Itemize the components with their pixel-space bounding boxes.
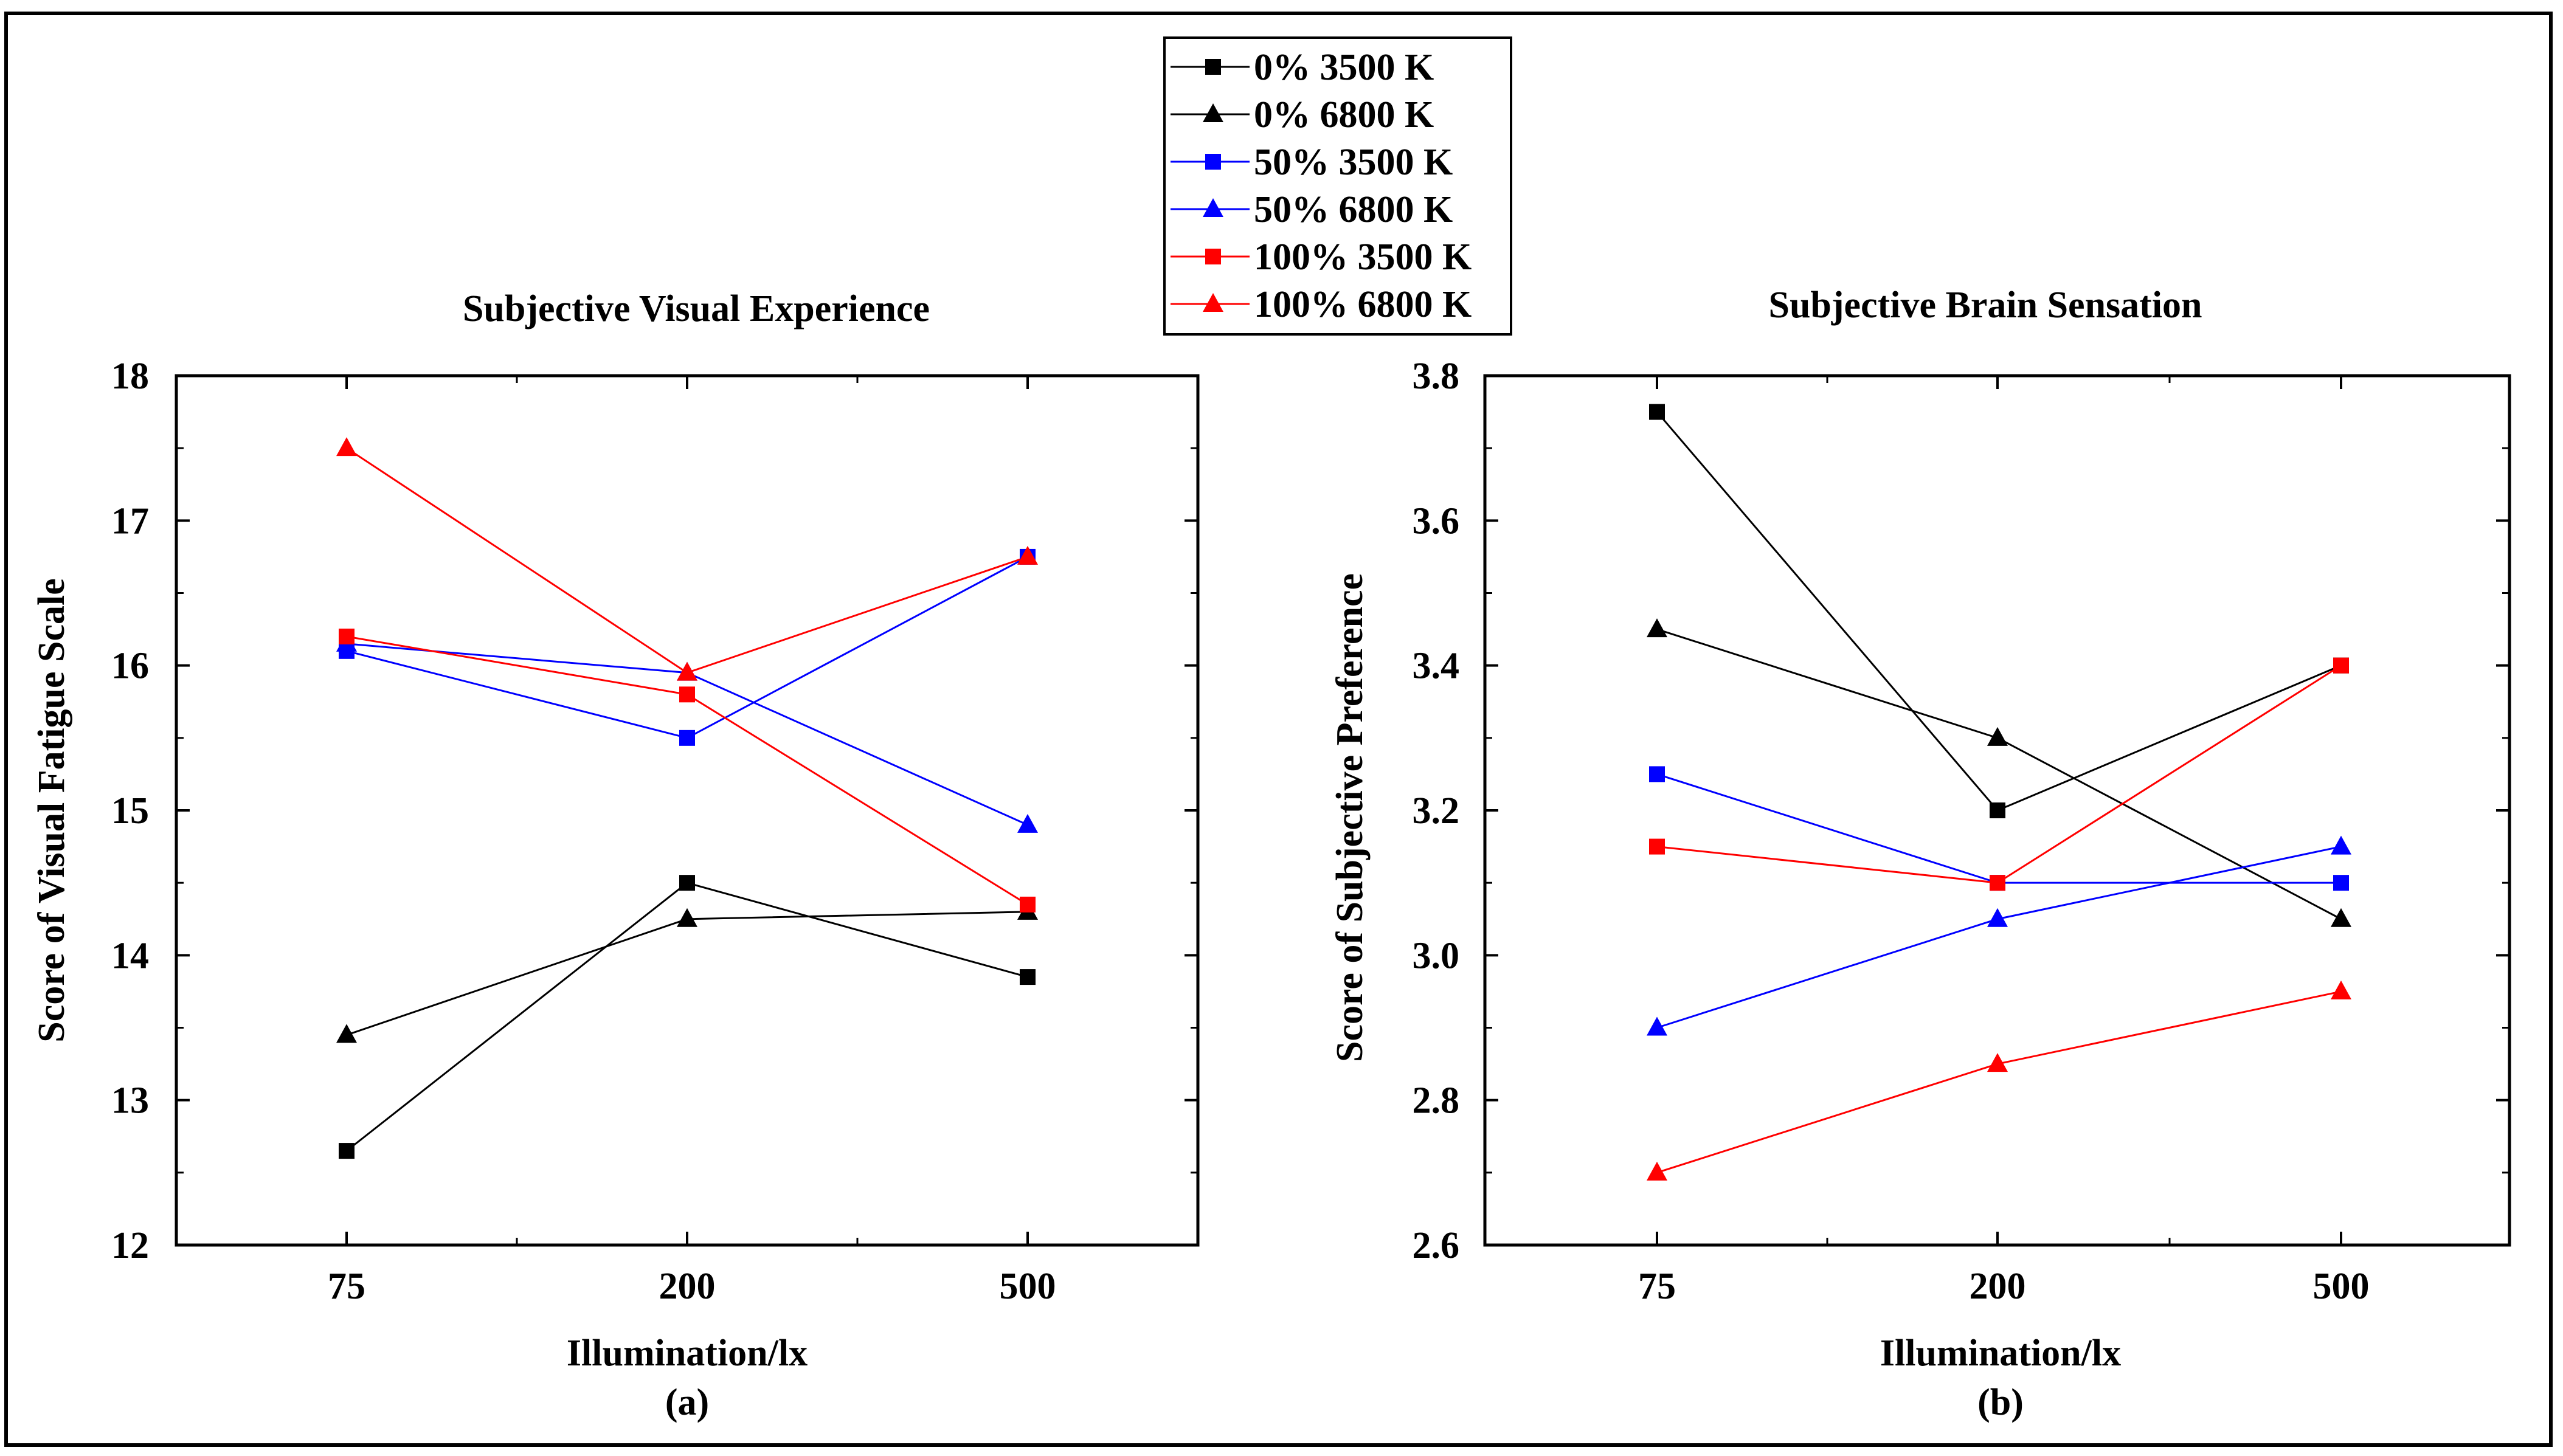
data-point-b-1-2 bbox=[2331, 908, 2351, 927]
data-point-b-0-0 bbox=[1649, 404, 1665, 420]
data-point-b-2-0 bbox=[1649, 766, 1665, 782]
chart-marks-a: 12 13 14 15 16 17 18 75 200 500 bbox=[111, 356, 1198, 1307]
y-axis-title-a: Score of Visual Fatigue Scale bbox=[31, 578, 72, 1042]
data-point-a-5-0 bbox=[336, 437, 357, 457]
x-tick-label-b: 200 bbox=[1970, 1266, 2026, 1307]
data-point-b-5-1 bbox=[1987, 1053, 2008, 1072]
y-tick-label-a: 16 bbox=[111, 646, 149, 687]
y-tick-label-a: 17 bbox=[111, 500, 149, 542]
chart-title-a: Subjective Visual Experience bbox=[463, 288, 930, 329]
y-tick-label-a: 15 bbox=[111, 790, 149, 832]
legend: 0% 3500 K 0% 6800 K 50% 3500 K 50% 6800 K 10… bbox=[1163, 36, 1512, 336]
chart-marks-b: 2.6 2.8 3.0 3.2 3.4 3.6 3.8 75 200 500 bbox=[1413, 356, 2509, 1307]
data-point-a-0-2 bbox=[1020, 969, 1036, 985]
data-point-b-0-1 bbox=[1990, 802, 2005, 818]
series-line-a-5 bbox=[346, 447, 1028, 674]
legend-box bbox=[1163, 36, 1512, 336]
series-line-a-2 bbox=[346, 556, 1028, 739]
y-tick-label-a: 12 bbox=[111, 1225, 149, 1266]
data-point-b-1-0 bbox=[1647, 618, 1667, 638]
legend-marker-4 bbox=[1205, 249, 1221, 264]
data-point-a-1-0 bbox=[336, 1024, 357, 1043]
y-tick-label-b: 3.6 bbox=[1413, 500, 1460, 542]
x-tick-label-b: 500 bbox=[2313, 1266, 2370, 1307]
data-point-a-4-0 bbox=[339, 629, 355, 644]
legend-marker-3 bbox=[1203, 198, 1223, 217]
y-tick-label-a: 14 bbox=[111, 935, 149, 976]
series-line-b-5 bbox=[1656, 990, 2342, 1174]
data-point-a-1-1 bbox=[677, 908, 697, 927]
legend-marker-1 bbox=[1203, 103, 1223, 122]
x-tick-label-b: 75 bbox=[1638, 1266, 1676, 1307]
figure-frame bbox=[4, 12, 2553, 1447]
legend-label-0: 0% 3500 K bbox=[1254, 47, 1434, 88]
series-line-a-1 bbox=[346, 911, 1028, 1036]
series-line-b-0 bbox=[1656, 411, 2342, 812]
legend-items: 0% 3500 K 0% 6800 K 50% 3500 K 50% 6800 K 10… bbox=[1171, 47, 1472, 325]
data-point-b-5-0 bbox=[1647, 1161, 1667, 1181]
x-tick-label-a: 200 bbox=[659, 1266, 716, 1307]
y-tick-label-a: 18 bbox=[111, 356, 149, 397]
panel-label-a: (a) bbox=[665, 1382, 709, 1423]
series-line-b-2 bbox=[1656, 773, 2341, 884]
legend-marker-5 bbox=[1203, 293, 1223, 312]
series-line-b-4 bbox=[1656, 664, 2342, 884]
y-tick-label-b: 3.4 bbox=[1413, 646, 1460, 687]
data-point-a-4-1 bbox=[679, 686, 695, 703]
series-line-b-3 bbox=[1656, 846, 2342, 1029]
y-tick-label-b: 3.8 bbox=[1413, 356, 1460, 397]
legend-label-5: 100% 6800 K bbox=[1254, 284, 1472, 325]
data-point-b-4-2 bbox=[2333, 657, 2349, 674]
legend-label-1: 0% 6800 K bbox=[1254, 94, 1434, 136]
data-point-a-3-2 bbox=[1017, 813, 1038, 833]
data-point-a-5-2 bbox=[1017, 545, 1038, 565]
data-point-a-0-0 bbox=[339, 1143, 355, 1159]
legend-marker-0 bbox=[1205, 59, 1221, 75]
legend-label-3: 50% 6800 K bbox=[1254, 189, 1453, 230]
data-point-b-2-2 bbox=[2333, 875, 2349, 891]
data-point-a-4-2 bbox=[1020, 896, 1036, 913]
chart-panel-b: Subjective Brain Sensation Score of Subj… bbox=[1329, 285, 2511, 1423]
data-point-a-0-1 bbox=[679, 875, 695, 891]
y-tick-label-b: 2.8 bbox=[1413, 1080, 1460, 1122]
y-tick-label-b: 2.6 bbox=[1413, 1225, 1460, 1266]
legend-marker-2 bbox=[1205, 154, 1221, 170]
legend-label-4: 100% 3500 K bbox=[1254, 236, 1472, 278]
y-tick-label-b: 3.0 bbox=[1413, 935, 1460, 976]
data-point-b-3-1 bbox=[1987, 908, 2008, 927]
legend-label-2: 50% 3500 K bbox=[1254, 142, 1453, 183]
data-point-b-3-2 bbox=[2331, 835, 2351, 855]
x-axis-title-b: Illumination/lx bbox=[1880, 1333, 2121, 1374]
data-point-b-5-2 bbox=[2331, 980, 2351, 999]
y-tick-label-b: 3.2 bbox=[1413, 790, 1460, 832]
data-point-a-5-1 bbox=[677, 661, 697, 681]
data-point-b-3-0 bbox=[1647, 1016, 1667, 1036]
chart-title-b: Subjective Brain Sensation bbox=[1768, 285, 2202, 326]
y-tick-label-a: 13 bbox=[111, 1080, 149, 1122]
y-axis-title-b: Score of Subjective Preference bbox=[1329, 573, 1371, 1062]
plot-area-a bbox=[175, 374, 1200, 1247]
panel-label-b: (b) bbox=[1977, 1382, 2024, 1423]
x-axis-title-a: Illumination/lx bbox=[567, 1333, 808, 1374]
data-point-b-4-0 bbox=[1649, 838, 1665, 855]
data-point-b-1-1 bbox=[1987, 726, 2008, 746]
data-point-a-2-1 bbox=[679, 730, 695, 746]
x-tick-label-a: 500 bbox=[1000, 1266, 1056, 1307]
data-point-b-4-1 bbox=[1990, 875, 2005, 891]
x-tick-label-a: 75 bbox=[328, 1266, 365, 1307]
chart-panel-a: Subjective Visual Experience Score of Vi… bbox=[31, 288, 1200, 1423]
